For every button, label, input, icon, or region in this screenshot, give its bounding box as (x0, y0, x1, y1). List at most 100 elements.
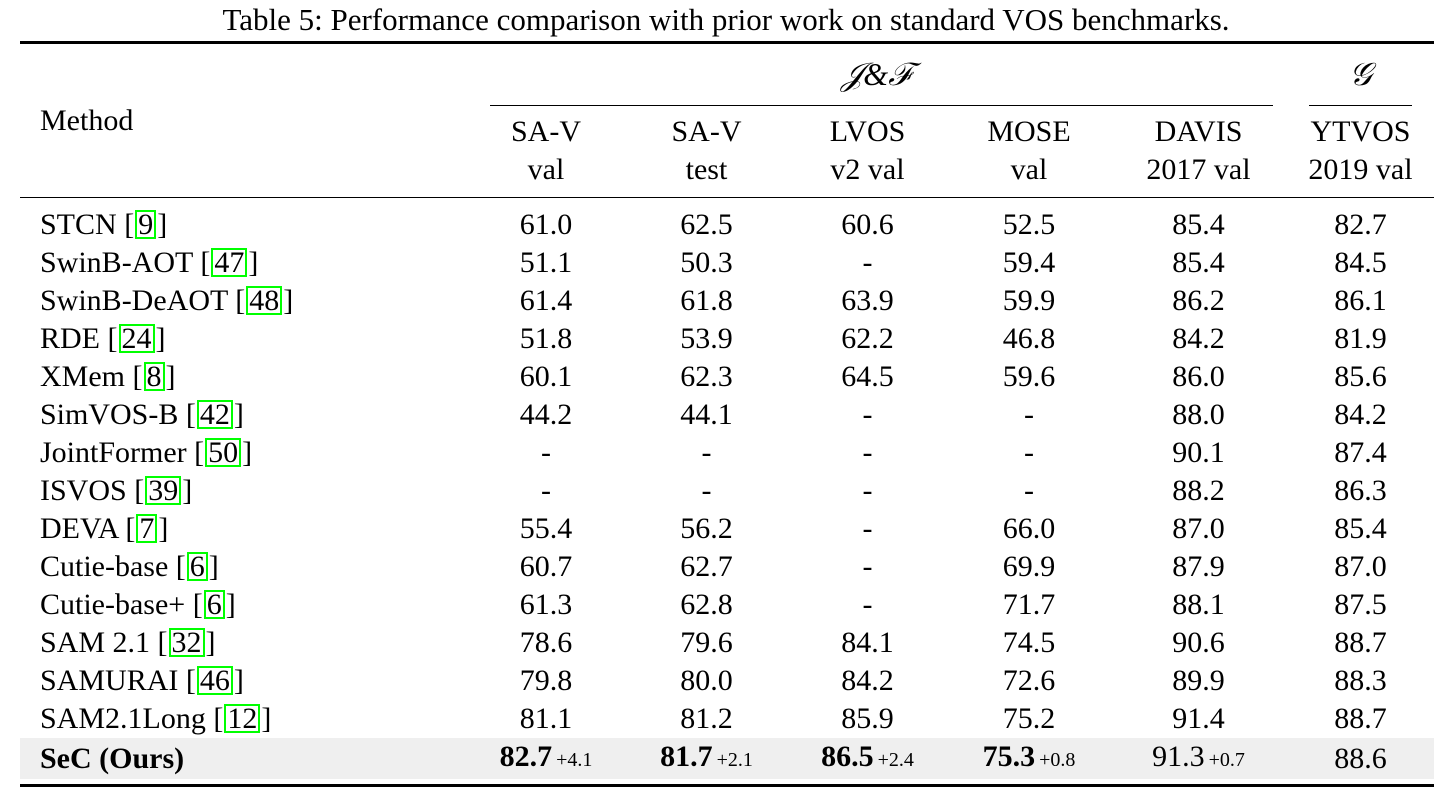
ours-method-name: SeC (Ours) (20, 738, 466, 779)
value-cell: - (701, 474, 712, 507)
value-cell: 62.3 (680, 360, 733, 393)
value-cell: 91.4 (1172, 702, 1225, 735)
g-group-label: 𝒢 (1349, 55, 1372, 92)
value-cell: 80.0 (680, 664, 733, 697)
group-header-row: Method 𝒥&ℱ 𝒢 (20, 44, 1434, 137)
method-cell: ISVOS [39] (40, 474, 193, 507)
value-cell: 89.9 (1172, 664, 1225, 697)
value-cell: 59.9 (1002, 284, 1056, 317)
value-cell: - (862, 512, 873, 545)
value-cell: - (862, 474, 873, 507)
value-cell: - (1024, 474, 1034, 507)
value-cell: 84.2 (1172, 322, 1225, 355)
citation-link[interactable]: 9 (135, 210, 157, 240)
jf-group-rule (490, 105, 1273, 106)
value-cell: 81.1 (519, 702, 573, 735)
method-cell: Cutie-base [6] (40, 550, 219, 583)
method-name: SwinB-AOT (40, 246, 193, 279)
jf-group-label: 𝒥&ℱ (841, 55, 912, 92)
table-row: Cutie-base+ [6] 61.3 62.8 - 71.7 88.1 87.5 (20, 586, 1434, 624)
citation-link[interactable]: 48 (246, 286, 283, 316)
ours-delta: +0.7 (1208, 749, 1245, 771)
table-row: DEVA [7] 55.4 56.2 - 66.0 87.0 85.4 (20, 510, 1434, 548)
value-cell: 53.9 (680, 322, 733, 355)
value-cell: 85.4 (1334, 512, 1387, 545)
method-name: RDE (40, 322, 100, 355)
method-cell: JointFormer [50] (40, 436, 253, 469)
value-cell: - (862, 398, 873, 431)
value-cell: 84.1 (841, 626, 894, 659)
citation-link[interactable]: 47 (211, 248, 248, 278)
value-cell: 88.7 (1334, 702, 1387, 735)
col-header-mose-val: MOSE val (987, 115, 1071, 186)
method-name: DEVA (40, 512, 118, 545)
value-cell: 51.1 (519, 246, 573, 279)
method-name: Cutie-base (40, 550, 169, 583)
method-cell: SAM 2.1 [32] (40, 626, 216, 659)
method-cell: SAMURAI [46] (40, 664, 244, 697)
value-cell: 85.4 (1172, 246, 1225, 279)
value-cell: 85.4 (1172, 208, 1225, 241)
ours-row: SeC (Ours) 82.7 +4.1 81.7 +2.1 86.5 +2.4 75.3 +… (20, 738, 1434, 779)
value-cell: 59.6 (1002, 360, 1056, 393)
ours-value-cell: 88.6 (1287, 738, 1434, 779)
value-cell: 75.2 (1002, 702, 1056, 735)
value-cell: 61.4 (519, 284, 573, 317)
value-cell: 66.0 (1002, 512, 1056, 545)
table-row: XMem [8] 60.1 62.3 64.5 59.6 86.0 85.6 (20, 358, 1434, 396)
value-cell: 88.7 (1334, 626, 1387, 659)
citation-link[interactable]: 6 (186, 552, 208, 582)
citation-link[interactable]: 8 (143, 362, 165, 392)
citation-link[interactable]: 46 (196, 666, 233, 696)
value-cell: - (541, 436, 551, 469)
value-cell: 87.9 (1172, 550, 1225, 583)
value-cell: - (1024, 436, 1034, 469)
col-header-lvos-v2-val: LVOS v2 val (829, 115, 906, 186)
value-cell: 86.0 (1172, 360, 1225, 393)
value-cell: 87.4 (1334, 436, 1387, 469)
value-cell: 62.2 (841, 322, 894, 355)
value-cell: 86.1 (1334, 284, 1387, 317)
citation-link[interactable]: 24 (118, 324, 155, 354)
value-cell: 51.8 (519, 322, 573, 355)
ours-value: 86.5 (821, 740, 874, 773)
value-cell: 87.0 (1334, 550, 1387, 583)
value-cell: 63.9 (841, 284, 894, 317)
citation-link[interactable]: 50 (205, 438, 242, 468)
citation-link[interactable]: 6 (203, 590, 225, 620)
col-header-davis-2017-val: DAVIS 2017 val (1146, 115, 1251, 186)
citation-link[interactable]: 7 (136, 514, 158, 544)
value-cell: 90.1 (1172, 436, 1225, 469)
value-cell: 90.6 (1172, 626, 1225, 659)
top-rule (20, 41, 1434, 45)
value-cell: 61.8 (680, 284, 733, 317)
value-cell: 82.7 (1334, 208, 1387, 241)
citation-link[interactable]: 12 (224, 704, 261, 734)
table-row: ISVOS [39] - - - - 88.2 86.3 (20, 472, 1434, 510)
value-cell: 87.5 (1334, 588, 1387, 621)
citation-link[interactable]: 42 (196, 400, 233, 430)
table-row: SimVOS-B [42] 44.2 44.1 - - 88.0 84.2 (20, 396, 1434, 434)
value-cell: - (541, 474, 551, 507)
method-name: STCN (40, 208, 117, 241)
value-cell: 62.8 (680, 588, 733, 621)
value-cell: 88.0 (1172, 398, 1225, 431)
method-cell: XMem [8] (40, 360, 176, 393)
method-cell: SAM2.1Long [12] (40, 702, 272, 735)
value-cell: 72.6 (1002, 664, 1056, 697)
table-row: SAM2.1Long [12] 81.1 81.2 85.9 75.2 91.4 88.7 (20, 700, 1434, 738)
method-column-header: Method (40, 103, 134, 137)
table-row: JointFormer [50] - - - - 90.1 87.4 (20, 434, 1434, 472)
value-cell: - (862, 550, 873, 583)
table-row: STCN [9] 61.0 62.5 60.6 52.5 85.4 82.7 (20, 206, 1434, 244)
citation-link[interactable]: 32 (168, 628, 205, 658)
method-cell: SimVOS-B [42] (40, 398, 244, 431)
method-name: JointFormer (40, 436, 187, 469)
ours-delta: +0.8 (1039, 749, 1076, 771)
jf-group-header: 𝒥&ℱ (466, 44, 1287, 106)
method-name: SimVOS-B (40, 398, 179, 431)
table-caption: Table 5: Performance comparison with pri… (222, 2, 1230, 37)
table-row: Cutie-base [6] 60.7 62.7 - 69.9 87.9 87.0 (20, 548, 1434, 586)
citation-link[interactable]: 39 (145, 476, 182, 506)
method-cell: DEVA [7] (40, 512, 169, 545)
